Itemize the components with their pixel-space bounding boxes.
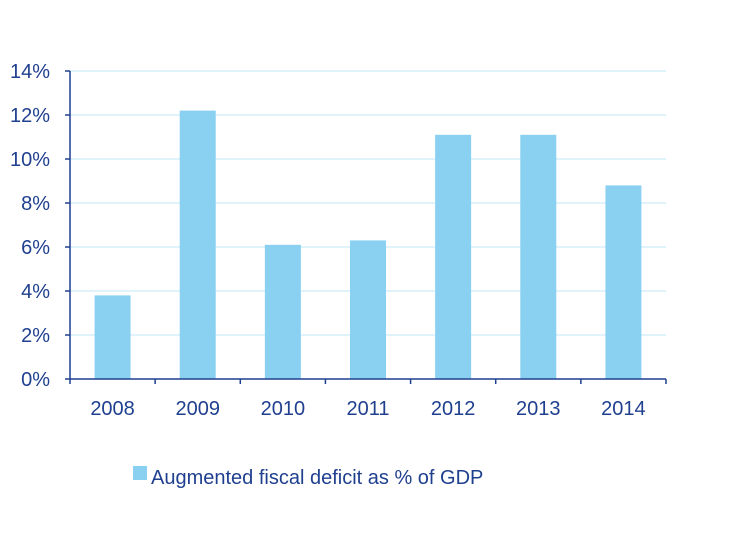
legend: Augmented fiscal deficit as % of GDP: [133, 466, 483, 489]
legend-label: Augmented fiscal deficit as % of GDP: [151, 467, 483, 489]
bar: [350, 240, 386, 379]
y-tick-label: 6%: [21, 237, 50, 259]
bar: [179, 110, 216, 379]
y-tick-label: 0%: [21, 369, 50, 391]
x-tick-label: 2013: [516, 398, 561, 420]
bar: [605, 185, 642, 379]
y-tick-label: 8%: [21, 193, 50, 215]
x-tick-labels: 2008 2009 2010 2011 2012 2013 2014: [90, 398, 645, 420]
y-tick-label: 14%: [10, 61, 50, 83]
bar: [435, 134, 472, 379]
x-tick-label: 2011: [346, 398, 389, 420]
bar: [94, 295, 131, 379]
y-tick-labels: 0% 2% 4% 6% 8% 10% 12% 14%: [10, 61, 50, 391]
y-tick-label: 12%: [10, 105, 50, 127]
bars: [94, 110, 642, 379]
y-tick-label: 2%: [21, 325, 50, 347]
legend-swatch: [133, 466, 147, 480]
bar: [520, 134, 557, 379]
x-tick-label: 2012: [431, 398, 476, 420]
axes: [65, 70, 667, 384]
x-tick-label: 2014: [601, 398, 646, 420]
x-tick-label: 2008: [90, 398, 135, 420]
x-tick-label: 2010: [261, 398, 306, 420]
x-tick-label: 2009: [175, 398, 220, 420]
y-tick-label: 10%: [10, 149, 50, 171]
bar: [264, 244, 301, 379]
y-tick-label: 4%: [21, 281, 50, 303]
